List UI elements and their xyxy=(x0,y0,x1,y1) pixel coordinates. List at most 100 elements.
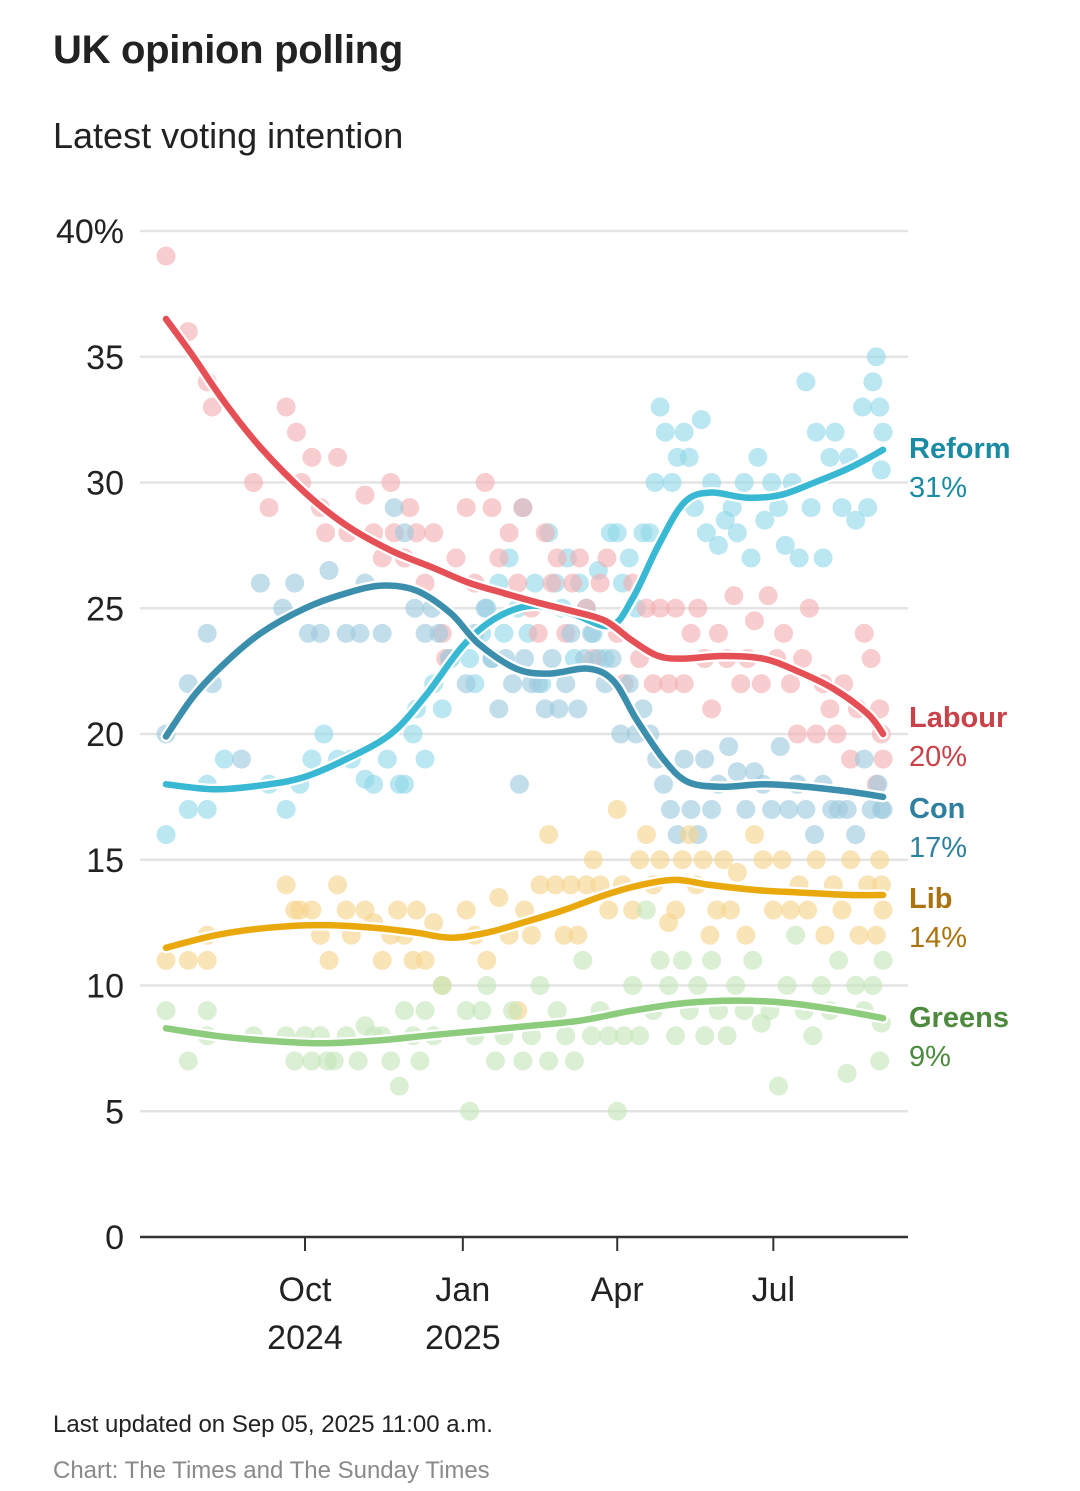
poll-dot-greens xyxy=(513,1051,533,1071)
poll-dot-reform xyxy=(813,548,833,568)
poll-dot-greens xyxy=(873,950,893,970)
poll-dot-labour xyxy=(482,498,502,518)
x-tick-label: Jul xyxy=(752,1271,795,1309)
poll-dot-con xyxy=(568,699,588,719)
poll-dot-reform xyxy=(801,498,821,518)
x-tick-label: Jan xyxy=(435,1271,490,1309)
poll-dot-con xyxy=(868,774,888,794)
poll-dot-lib xyxy=(780,900,800,920)
poll-dot-greens xyxy=(717,1026,737,1046)
poll-dot-greens xyxy=(743,950,763,970)
poll-dot-labour xyxy=(355,485,375,505)
poll-dot-reform xyxy=(806,422,826,442)
gridlines xyxy=(140,229,908,1113)
poll-dot-lib xyxy=(521,925,541,945)
poll-dot-reform xyxy=(727,523,747,543)
poll-dot-con xyxy=(727,762,747,782)
poll-dot-reform xyxy=(748,447,768,467)
poll-dot-lib xyxy=(276,875,296,895)
poll-dot-labour xyxy=(302,447,322,467)
poll-dot-lib xyxy=(744,825,764,845)
poll-dot-reform xyxy=(364,774,384,794)
poll-dot-greens xyxy=(573,950,593,970)
poll-dot-greens xyxy=(846,976,866,995)
series-value-lib: 14% xyxy=(909,922,967,954)
poll-dot-labour xyxy=(328,447,348,467)
poll-dot-reform xyxy=(662,473,682,492)
poll-dot-lib xyxy=(772,850,792,870)
poll-dot-lib xyxy=(736,925,756,945)
poll-dot-reform xyxy=(846,510,866,530)
poll-dot-con xyxy=(232,749,252,769)
poll-dot-greens xyxy=(768,1076,788,1096)
poll-dot-con xyxy=(660,799,680,819)
poll-dot-con xyxy=(770,737,790,757)
poll-dot-reform xyxy=(178,799,198,819)
poll-dot-labour xyxy=(508,573,528,593)
poll-dot-labour xyxy=(489,548,509,568)
poll-dot-con xyxy=(837,799,857,819)
poll-dot-lib xyxy=(568,925,588,945)
poll-dot-labour xyxy=(873,749,893,769)
series-label-lib: Lib xyxy=(909,883,953,915)
poll-dot-con xyxy=(736,799,756,819)
series-value-reform: 31% xyxy=(909,472,967,504)
y-tick-label: 40% xyxy=(56,213,124,251)
poll-dot-lib xyxy=(156,950,176,970)
poll-dot-reform xyxy=(702,473,722,492)
poll-dot-labour xyxy=(854,623,874,643)
x-tick-label: Oct xyxy=(279,1271,332,1309)
poll-dot-con xyxy=(250,573,270,593)
poll-dot-labour xyxy=(569,548,589,568)
poll-dot-lib xyxy=(832,900,852,920)
trend-line-greens xyxy=(162,997,887,1047)
poll-dot-greens xyxy=(623,976,643,995)
poll-dot-labour xyxy=(774,623,794,643)
poll-dot-labour xyxy=(563,573,583,593)
poll-dot-reform xyxy=(377,749,397,769)
poll-dot-greens xyxy=(863,976,883,995)
poll-dot-greens xyxy=(302,1051,322,1071)
poll-dot-labour xyxy=(731,674,751,694)
poll-dot-greens xyxy=(607,1101,627,1121)
trend-line-labour xyxy=(162,315,887,738)
poll-dot-con xyxy=(310,623,330,643)
poll-dot-reform xyxy=(679,447,699,467)
poll-dot-labour xyxy=(841,749,861,769)
poll-dot-greens xyxy=(539,1051,559,1071)
poll-dot-greens xyxy=(672,950,692,970)
trend-line-lib xyxy=(162,876,887,952)
poll-dot-labour xyxy=(597,548,617,568)
poll-dot-con xyxy=(674,749,694,769)
poll-dot-con xyxy=(846,825,866,845)
poll-dot-lib xyxy=(328,875,348,895)
poll-dot-con xyxy=(719,737,739,757)
y-tick-label: 20 xyxy=(86,716,124,754)
poll-dot-labour xyxy=(780,674,800,694)
poll-dot-lib xyxy=(388,900,408,920)
poll-dot-con xyxy=(556,674,576,694)
poll-dot-lib xyxy=(599,900,619,920)
x-tick-year: 2024 xyxy=(267,1319,343,1357)
series-label-greens: Greens xyxy=(909,1002,1009,1034)
poll-dot-lib xyxy=(302,900,322,920)
poll-dot-labour xyxy=(758,586,778,606)
y-tick-label: 5 xyxy=(105,1093,124,1131)
poll-dot-con xyxy=(762,799,782,819)
poll-dot-lib xyxy=(693,850,713,870)
poll-dot-greens xyxy=(285,1051,305,1071)
poll-dot-greens xyxy=(547,1001,567,1021)
poll-dot-greens xyxy=(829,950,849,970)
poll-dot-lib xyxy=(672,850,692,870)
poll-dot-reform xyxy=(755,510,775,530)
poll-dot-lib xyxy=(415,950,435,970)
poll-dot-labour xyxy=(259,498,279,518)
poll-dot-reform xyxy=(858,498,878,518)
poll-dot-reform xyxy=(775,535,795,555)
last-updated: Last updated on Sep 05, 2025 11:00 a.m. xyxy=(53,1411,493,1438)
poll-dot-greens xyxy=(410,1051,430,1071)
poll-dot-lib xyxy=(178,950,198,970)
poll-dot-lib xyxy=(841,850,861,870)
poll-dot-greens xyxy=(614,1026,634,1046)
